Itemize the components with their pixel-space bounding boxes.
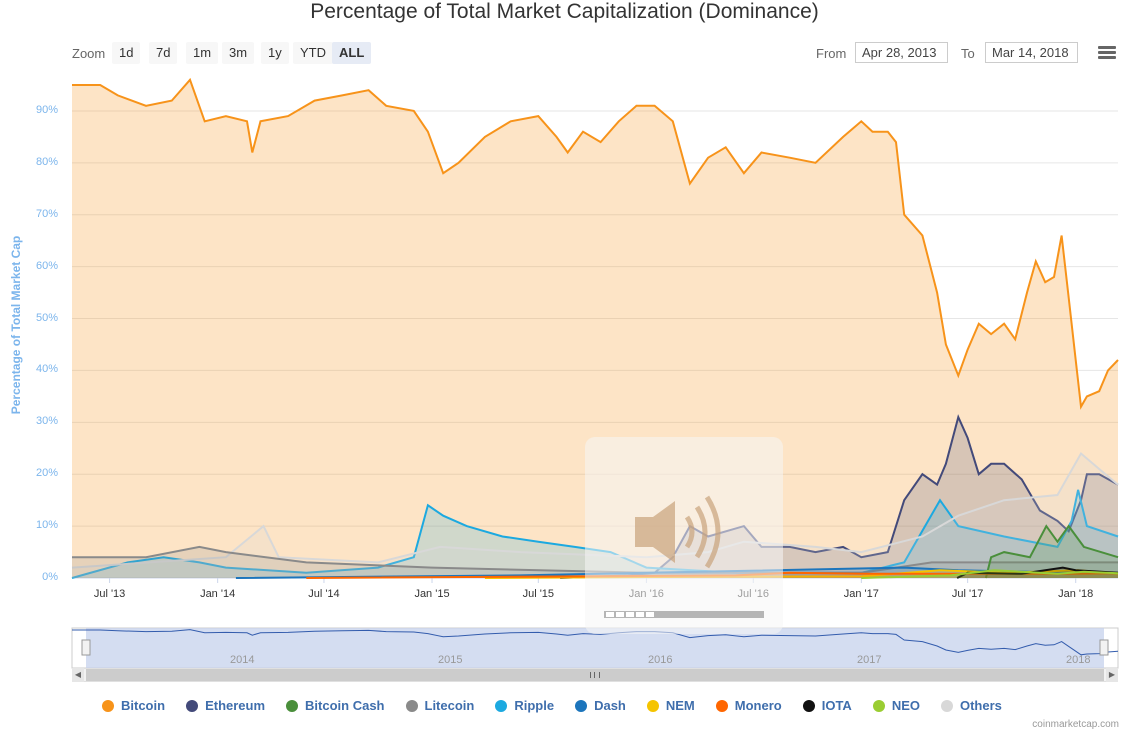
navigator-label-2016: 2016	[648, 654, 673, 666]
navigator-right-handle[interactable]	[1099, 639, 1109, 656]
scrollbar-grip-icon	[590, 672, 600, 678]
legend-dot-icon	[102, 699, 114, 712]
chart-title: Percentage of Total Market Capitalizatio…	[310, 0, 819, 23]
speaker-icon	[635, 495, 721, 569]
zoom-1d-button[interactable]: 1d	[112, 42, 141, 64]
hamburger-menu-icon[interactable]	[1098, 46, 1116, 60]
media-progress-bar[interactable]	[604, 611, 764, 618]
legend-dot-icon	[940, 699, 953, 712]
series-line-litecoin	[72, 545, 1118, 574]
navigator-label-2017: 2017	[857, 654, 882, 666]
x-tick-label: Jan '18	[1058, 588, 1094, 600]
legend-label: Bitcoin Cash	[305, 698, 385, 713]
legend-item-dash[interactable]: Dash	[575, 698, 626, 713]
zoom-1m-button[interactable]: 1m	[186, 42, 219, 64]
x-tick-label: Jul '13	[93, 588, 126, 600]
legend-item-litecoin[interactable]: Litecoin	[405, 698, 475, 713]
legend-label: Monero	[734, 698, 782, 713]
credit-link[interactable]: coinmarketcap.com	[1032, 719, 1119, 730]
navigator-label-2018: 2018	[1066, 654, 1091, 666]
zoom-1y-button[interactable]: 1y	[261, 42, 289, 64]
series-line-bitcoin-cash	[984, 524, 1119, 579]
y-tick-label: 40%	[35, 363, 58, 376]
legend-item-ethereum[interactable]: Ethereum	[186, 698, 265, 713]
y-tick-label: 20%	[35, 467, 58, 480]
y-tick-label: 90%	[35, 103, 58, 116]
legend-dot-icon	[495, 699, 508, 712]
y-tick-label: 0%	[42, 571, 58, 583]
legend-item-ripple[interactable]: Ripple	[495, 698, 554, 713]
legend-label: Bitcoin	[121, 698, 166, 713]
legend-item-nem[interactable]: NEM	[646, 698, 695, 713]
series-area-others	[72, 453, 1118, 578]
x-tick-label: Jan '17	[843, 588, 879, 600]
legend-label: NEM	[665, 698, 695, 713]
series-area-bitcoin-cash	[985, 526, 1118, 578]
zoom-label: Zoom	[72, 46, 106, 61]
series-area-bitcoin	[72, 79, 1118, 579]
legend-dot-icon	[715, 699, 728, 712]
scrollbar-thumb[interactable]	[86, 669, 1104, 681]
legend-item-others[interactable]: Others	[940, 698, 1002, 713]
legend-label: Ethereum	[205, 698, 266, 713]
legend-dot-icon	[405, 699, 418, 712]
zoom-7d-button[interactable]: 7d	[149, 42, 178, 64]
legend-dot-icon	[575, 699, 588, 712]
zoom-3m-button[interactable]: 3m	[222, 42, 255, 64]
navigator-label-2014: 2014	[230, 654, 255, 666]
navigator	[71, 627, 1119, 669]
navigator-series-line	[72, 629, 1119, 656]
legend-label: Litecoin	[424, 698, 475, 713]
legend-item-bitcoin[interactable]: Bitcoin	[102, 698, 165, 713]
legend-dot-icon	[802, 699, 815, 712]
series-line-neo	[861, 569, 1119, 579]
y-tick-label: 50%	[35, 311, 58, 324]
scroll-left-arrow[interactable]: ◀	[72, 668, 84, 682]
legend-label: NEO	[891, 698, 920, 713]
legend-item-iota[interactable]: IOTA	[802, 698, 852, 713]
x-tick-label: Jul '17	[951, 588, 984, 600]
to-date-input[interactable]	[985, 42, 1078, 63]
media-overlay	[585, 437, 783, 634]
y-tick-label: 70%	[35, 207, 58, 220]
legend-label: Others	[959, 698, 1002, 713]
legend-item-monero[interactable]: Monero	[715, 698, 782, 713]
series-line-bitcoin	[72, 77, 1119, 410]
y-tick-label: 10%	[35, 519, 58, 532]
x-tick-label: Jul '15	[522, 588, 555, 600]
series-area-litecoin	[72, 546, 1118, 578]
legend-item-neo[interactable]: NEO	[872, 698, 920, 713]
legend-dot-icon	[286, 699, 299, 712]
series-line-ripple	[71, 489, 1119, 579]
legend-dot-icon	[646, 699, 659, 712]
scroll-right-arrow[interactable]: ▶	[1106, 668, 1118, 682]
legend-label: Ripple	[514, 698, 555, 713]
legend-label: IOTA	[821, 698, 852, 713]
navigator-label-2015: 2015	[438, 654, 463, 666]
x-tick-label: Jul '14	[308, 588, 340, 600]
zoom-ytd-button[interactable]: YTD	[293, 42, 333, 64]
x-tick-label: Jan '15	[414, 588, 450, 600]
y-tick-label: 30%	[35, 415, 58, 428]
to-label: To	[961, 46, 975, 61]
legend-dot-icon	[186, 699, 199, 712]
series-area-neo	[861, 570, 1118, 578]
legend-label: Dash	[594, 698, 626, 713]
legend-item-bitcoin-cash[interactable]: Bitcoin Cash	[286, 698, 385, 713]
zoom-all-button[interactable]: ALL	[332, 42, 372, 64]
legend: Bitcoin Ethereum Bitcoin Cash Litecoin Rippl…	[102, 698, 1023, 713]
from-label: From	[816, 46, 847, 61]
legend-dot-icon	[872, 699, 885, 712]
navigator-left-handle[interactable]	[81, 639, 91, 656]
y-tick-label: 80%	[35, 155, 58, 168]
y-tick-label: 60%	[35, 259, 58, 272]
from-date-input[interactable]	[855, 42, 948, 63]
x-tick-label: Jan '14	[200, 588, 236, 600]
